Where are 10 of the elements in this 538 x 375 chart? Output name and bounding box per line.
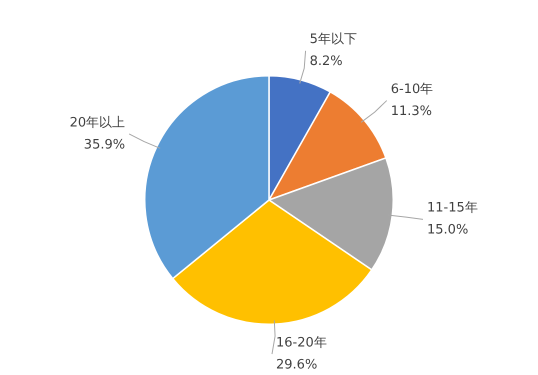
data-label: 8.2% xyxy=(310,54,343,70)
slice-label: 11-15年 xyxy=(426,200,478,216)
data-label: 29.6% xyxy=(276,357,318,372)
slice-label: 5年以下 xyxy=(310,32,357,48)
slice-label: 16-20年 xyxy=(276,335,327,350)
slice-label: 20年以上 xyxy=(70,115,126,130)
slice-label: 6-10年 xyxy=(390,82,434,97)
data-label: 11.3% xyxy=(390,104,432,119)
data-label: 15.0% xyxy=(426,222,468,238)
data-label: 35.9% xyxy=(84,137,126,152)
